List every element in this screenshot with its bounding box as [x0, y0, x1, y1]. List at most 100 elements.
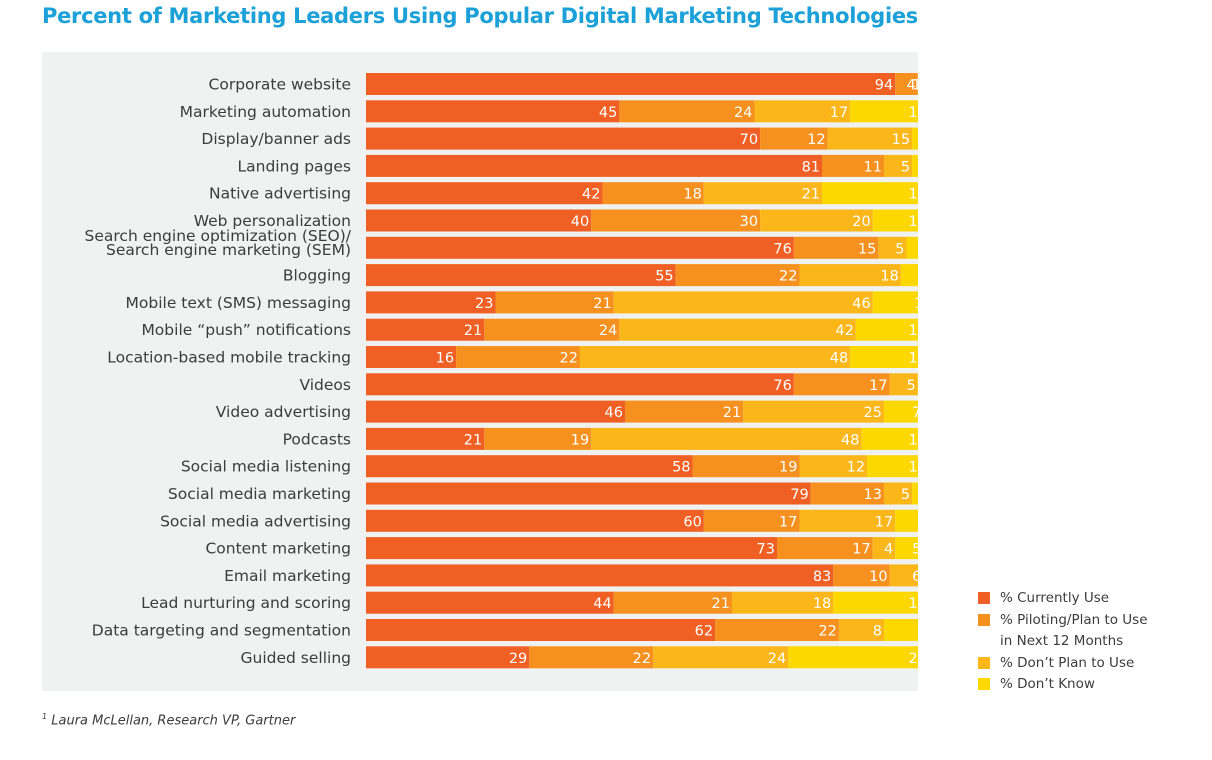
bar-segment: [366, 291, 496, 314]
bar-segment: [861, 427, 918, 450]
bar-segment: [366, 400, 625, 423]
bar-segment: [883, 619, 918, 641]
category-label: Social media marketing: [168, 485, 351, 503]
category-label: Blogging: [283, 267, 351, 285]
bar-segment: [833, 564, 890, 587]
category-label: Social media advertising: [160, 512, 351, 530]
bar-value-label: 21: [802, 187, 820, 203]
bar-segment: [484, 427, 592, 450]
bar-value-label: 7: [912, 405, 918, 421]
bar-segment: [366, 264, 676, 287]
legend-label: % Currently Use: [1000, 590, 1110, 606]
footnote-marker: 1: [42, 712, 48, 721]
bar-segment: [878, 236, 907, 259]
bar-value-label: 24: [768, 651, 786, 667]
bar-value-label: 76: [773, 378, 791, 394]
bar-value-label: 19: [909, 187, 918, 203]
bar-value-label: 70: [740, 132, 758, 148]
bar-segment: [799, 509, 896, 532]
plot-panel: Corporate website 94 4 11 Marketing automati…: [42, 52, 918, 691]
bar-segment: [366, 182, 603, 205]
legend-item: % Don’t Know: [978, 674, 1198, 696]
bar-segment: [602, 182, 704, 205]
chart-title: Percent of Marketing Leaders Using Popul…: [42, 4, 919, 28]
bar-segment: [872, 291, 918, 314]
category-label: Lead nurturing and scoring: [141, 594, 351, 612]
bar-segment: [366, 564, 834, 587]
bar-segment: [799, 264, 901, 287]
bar-segment: [619, 318, 856, 341]
bar-value-label: 17: [869, 378, 887, 394]
category-label: Mobile text (SMS) messaging: [126, 294, 351, 312]
bar-segment: [366, 154, 823, 177]
category-label: Search engine optimization (SEO)/Search …: [85, 227, 352, 259]
bar-value-label: 21: [711, 596, 729, 612]
bar-segment: [366, 455, 693, 478]
bar-value-label: 25: [864, 405, 882, 421]
bar-value-label: 13: [909, 323, 918, 339]
bar-segment: [366, 509, 704, 532]
bar-value-label: 58: [672, 460, 690, 476]
bar-segment: [366, 537, 777, 560]
bar-value-label: 48: [841, 432, 859, 448]
bar-value-label: 15: [858, 241, 876, 257]
bar-value-label: 48: [830, 351, 848, 367]
stacked-bar-chart: Corporate website 94 4 11 Marketing automati…: [85, 73, 918, 669]
bar-value-label: 83: [813, 569, 831, 585]
bar-value-label: 40: [571, 214, 589, 230]
bar-value-label: 10: [869, 569, 887, 585]
bar-segment: [872, 537, 896, 560]
bar-value-label: 16: [436, 351, 454, 367]
legend-swatch: [978, 656, 990, 669]
bar-segment: [366, 209, 592, 232]
bar-segment: [912, 482, 918, 505]
bar-value-label: 1: [912, 78, 918, 94]
bar-segment: [366, 619, 716, 641]
bar-value-label: 17: [909, 596, 918, 612]
category-label: Email marketing: [224, 567, 351, 585]
legend-label: % Don’t Know: [1000, 676, 1095, 692]
category-label: Mobile “push” notifications: [141, 321, 351, 339]
bar-segment: [827, 127, 913, 150]
legend-swatch: [978, 678, 990, 690]
bar-segment: [366, 427, 485, 450]
legend-item: % Don’t Plan to Use: [978, 653, 1198, 675]
bar-value-label: 17: [852, 542, 870, 558]
bar-segment: [799, 455, 868, 478]
category-label: Web personalization: [194, 212, 351, 230]
bar-segment: [366, 100, 620, 123]
bar-segment: [810, 482, 884, 505]
bar-segment: [776, 537, 873, 560]
bar-value-label: 79: [790, 487, 808, 503]
bar-segment: [855, 318, 918, 341]
bar-segment: [838, 619, 884, 641]
bar-value-label: 22: [818, 624, 836, 640]
bar-segment: [912, 154, 918, 177]
bar-value-label: 23: [475, 296, 493, 312]
bar-segment: [895, 537, 918, 560]
bar-segment: [850, 100, 918, 123]
bar-value-label: 21: [593, 296, 611, 312]
category-label: Display/banner ads: [201, 130, 351, 148]
category-label: Podcasts: [283, 430, 351, 448]
bar-segment: [366, 346, 457, 368]
bar-segment: [883, 154, 913, 177]
bar-value-label: 17: [779, 514, 797, 530]
bar-value-label: 44: [593, 596, 611, 612]
bar-value-label: 12: [847, 460, 865, 476]
bar-value-label: 5: [907, 378, 916, 394]
bar-segment: [731, 591, 834, 614]
category-label: Video advertising: [216, 403, 351, 421]
bar-segment: [889, 564, 918, 587]
bar-value-label: 55: [655, 269, 673, 285]
bar-segment: [675, 264, 800, 287]
legend-label: % Piloting/Plan to Use: [1000, 611, 1148, 628]
bar-value-label: 76: [773, 241, 791, 257]
bar-segment: [624, 400, 744, 423]
category-label: Native advertising: [209, 185, 351, 203]
bar-value-label: 30: [740, 214, 758, 230]
bar-segment: [867, 455, 918, 478]
bar-value-label: 24: [599, 323, 617, 339]
bar-segment: [692, 455, 800, 478]
bar-value-label: 62: [695, 624, 713, 640]
